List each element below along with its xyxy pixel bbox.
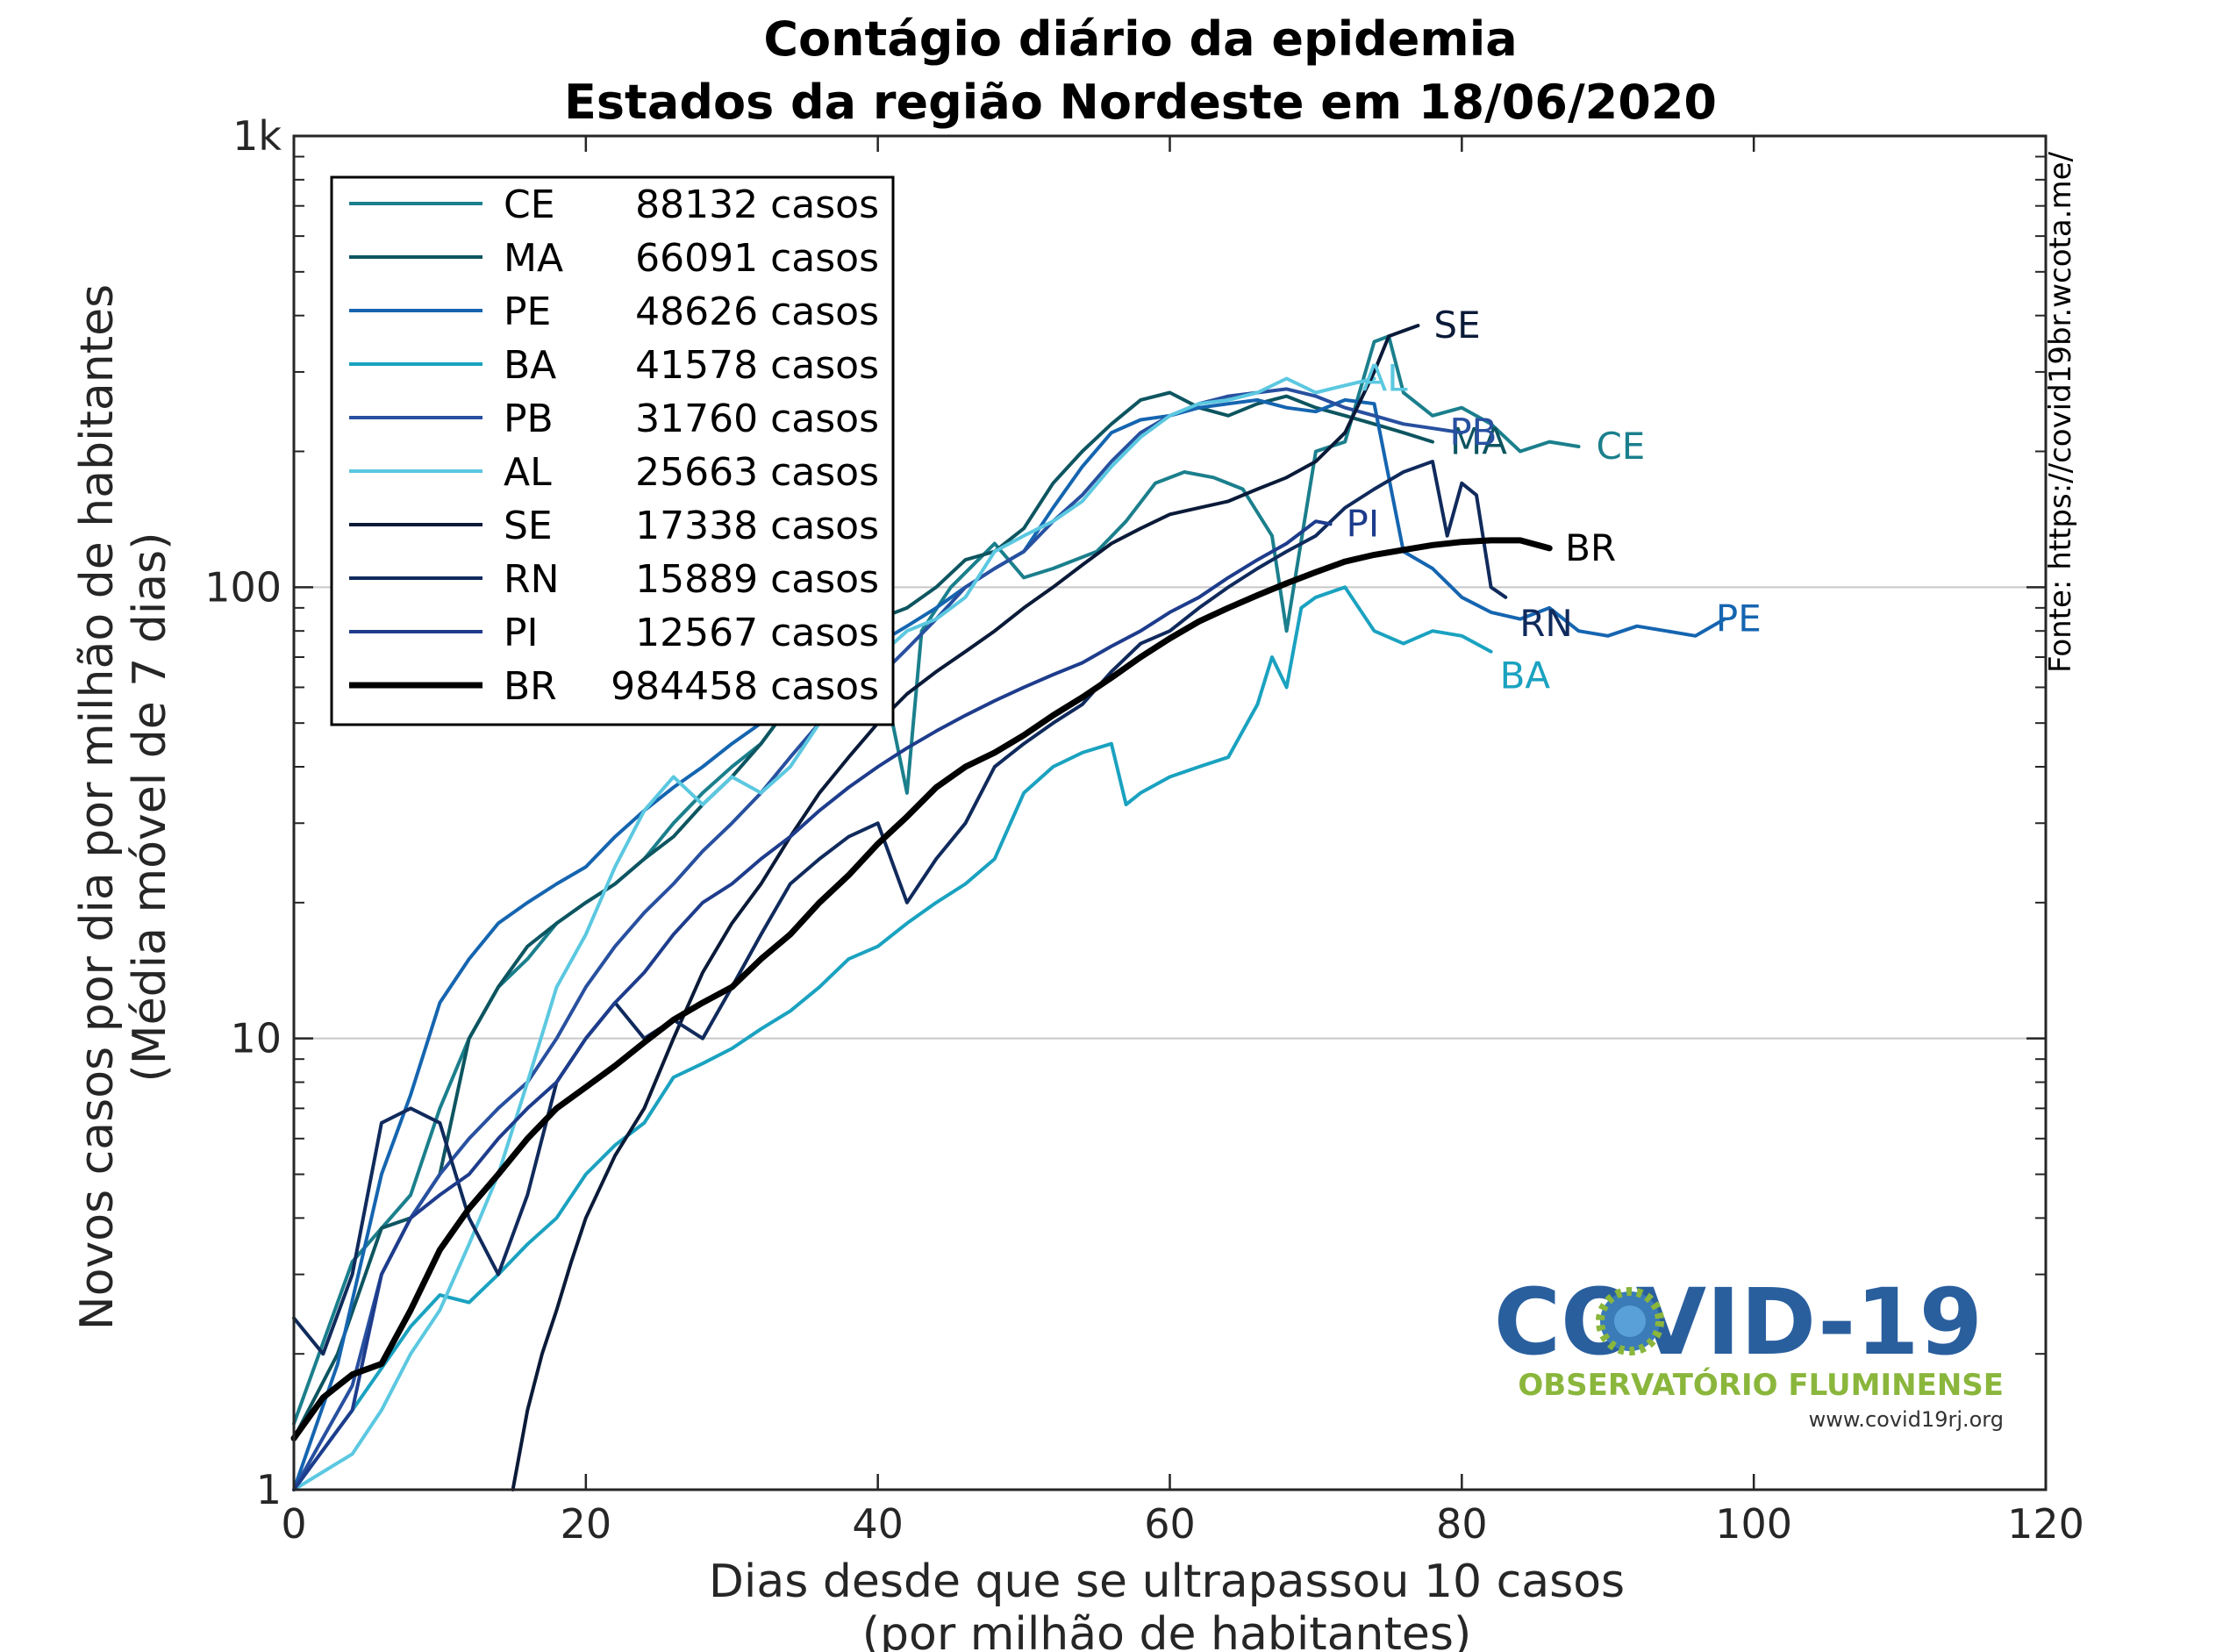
end-label-ba: BA: [1500, 654, 1551, 697]
legend-count-se: 17338 casos: [635, 504, 879, 548]
series-line-pi: [292, 519, 1333, 1491]
end-label-pi: PI: [1347, 502, 1380, 545]
chart-title-line-2: Estados da região Nordeste em 18/06/2020: [564, 75, 1717, 130]
y-tick-label-1: 1: [256, 1466, 282, 1513]
logo-title: COVID-19: [1494, 1269, 1983, 1376]
legend-count-ma: 66091 casos: [635, 236, 879, 281]
end-label-br: BR: [1565, 526, 1616, 569]
y-tick-label-1k: 1k: [232, 112, 282, 160]
x-tick-label-100: 100: [1715, 1500, 1792, 1548]
legend-name-rn: RN: [504, 557, 560, 602]
x-tick-label-60: 60: [1144, 1500, 1196, 1548]
x-tick-label-40: 40: [852, 1500, 904, 1548]
legend-name-ba: BA: [504, 343, 556, 388]
x-tick-label-20: 20: [561, 1500, 612, 1548]
legend-count-pi: 12567 casos: [635, 611, 879, 655]
logo-subtitle: OBSERVATÓRIO FLUMINENSE: [1518, 1367, 2004, 1403]
y-tick-label-100: 100: [204, 563, 282, 611]
legend-name-ce: CE: [504, 182, 555, 227]
legend-name-pi: PI: [504, 611, 539, 655]
end-label-pb: PB: [1449, 411, 1497, 454]
end-label-ma: MA: [1450, 420, 1507, 463]
end-label-al: AL: [1362, 357, 1408, 400]
x-tick-label-80: 80: [1436, 1500, 1488, 1548]
end-label-rn: RN: [1519, 602, 1573, 645]
legend-count-ba: 41578 casos: [635, 343, 879, 388]
legend-name-ma: MA: [504, 236, 563, 281]
y-axis-label-line-1: Novos casos por dia por milhão de habita…: [71, 284, 124, 1330]
y-axis-label-line-2: (Média móvel de 7 dias): [124, 532, 176, 1082]
series-line-rn: [292, 460, 1508, 1356]
legend-count-br: 984458 casos: [611, 664, 879, 709]
series-line-se: [511, 324, 1420, 1491]
x-tick-label-0: 0: [281, 1500, 306, 1548]
covid19-logo: COVID-19 OBSERVATÓRIO FLUMINENSE www.cov…: [1494, 1269, 2004, 1432]
end-label-ce: CE: [1596, 425, 1645, 468]
x-axis-label-line-2: (por milhão de habitantes): [862, 1608, 1472, 1652]
legend-name-pe: PE: [504, 290, 551, 334]
x-tick-label-120: 120: [2007, 1500, 2084, 1548]
end-label-se: SE: [1433, 304, 1480, 347]
logo-url: www.covid19rj.org: [1809, 1407, 2004, 1432]
source-label: Fonte: https://covid19br.wcota.me/: [2043, 151, 2078, 673]
end-labels: CE MA PE BA PB AL SE RN PI BR: [1347, 304, 1762, 697]
series-group: [290, 324, 1726, 1491]
legend-count-rn: 15889 casos: [635, 557, 879, 602]
legend-name-se: SE: [504, 504, 553, 548]
legend-name-br: BR: [504, 664, 557, 709]
chart-title-line-1: Contágio diário da epidemia: [763, 11, 1517, 67]
series-line-br: [290, 537, 1553, 1441]
legend-name-al: AL: [504, 450, 552, 495]
virus-icon: [1596, 1287, 1664, 1355]
legend-name-pb: PB: [504, 397, 554, 441]
series-line-ba: [292, 585, 1493, 1491]
legend-count-al: 25663 casos: [635, 450, 879, 495]
legend-count-pe: 48626 casos: [635, 290, 879, 334]
end-label-pe: PE: [1716, 597, 1762, 640]
legend-count-pb: 31760 casos: [635, 397, 879, 441]
legend: CE 88132 casos MA 66091 casos PE 48626 casos B…: [330, 175, 895, 726]
y-tick-label-10: 10: [230, 1015, 282, 1062]
x-axis-label-line-1: Dias desde que se ultrapassou 10 casos: [709, 1555, 1625, 1608]
legend-count-ce: 88132 casos: [635, 182, 879, 227]
